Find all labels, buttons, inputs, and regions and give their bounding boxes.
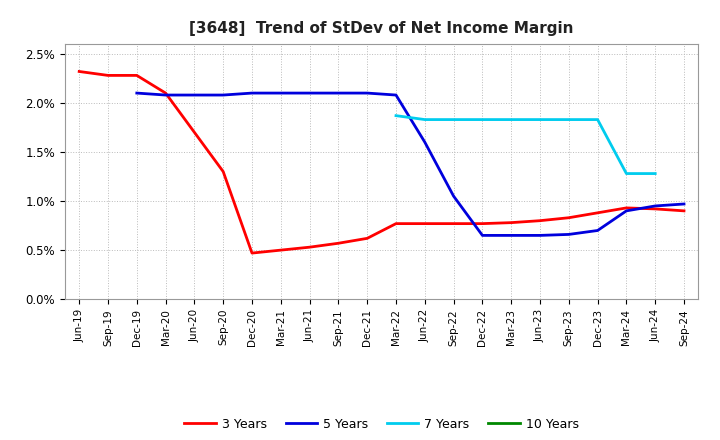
7 Years [536, 117, 544, 122]
7 Years [507, 117, 516, 122]
3 Years [363, 236, 372, 241]
3 Years [564, 215, 573, 220]
7 Years [593, 117, 602, 122]
3 Years [536, 218, 544, 224]
5 Years [363, 91, 372, 96]
7 Years [420, 117, 429, 122]
5 Years [680, 202, 688, 207]
5 Years [449, 194, 458, 199]
3 Years [593, 210, 602, 216]
3 Years [75, 69, 84, 74]
3 Years [161, 91, 170, 96]
Line: 5 Years: 5 Years [137, 93, 684, 235]
3 Years [680, 208, 688, 213]
7 Years [622, 171, 631, 176]
Line: 3 Years: 3 Years [79, 71, 684, 253]
3 Years [190, 130, 199, 135]
5 Years [564, 232, 573, 237]
3 Years [651, 206, 660, 212]
3 Years [392, 221, 400, 226]
5 Years [478, 233, 487, 238]
7 Years [478, 117, 487, 122]
7 Years [564, 117, 573, 122]
7 Years [392, 113, 400, 118]
5 Years [392, 92, 400, 98]
5 Years [507, 233, 516, 238]
5 Years [248, 91, 256, 96]
3 Years [622, 205, 631, 211]
3 Years [478, 221, 487, 226]
3 Years [420, 221, 429, 226]
Line: 7 Years: 7 Years [396, 116, 655, 173]
7 Years [651, 171, 660, 176]
3 Years [305, 245, 314, 250]
3 Years [104, 73, 112, 78]
5 Years [305, 91, 314, 96]
5 Years [420, 139, 429, 145]
3 Years [449, 221, 458, 226]
5 Years [536, 233, 544, 238]
3 Years [219, 169, 228, 174]
3 Years [334, 241, 343, 246]
3 Years [507, 220, 516, 225]
5 Years [276, 91, 285, 96]
3 Years [276, 247, 285, 253]
5 Years [219, 92, 228, 98]
5 Years [190, 92, 199, 98]
5 Years [622, 208, 631, 213]
7 Years [449, 117, 458, 122]
5 Years [651, 203, 660, 209]
5 Years [161, 92, 170, 98]
5 Years [132, 91, 141, 96]
Legend: 3 Years, 5 Years, 7 Years, 10 Years: 3 Years, 5 Years, 7 Years, 10 Years [179, 413, 584, 436]
3 Years [248, 250, 256, 256]
5 Years [593, 228, 602, 233]
5 Years [334, 91, 343, 96]
Title: [3648]  Trend of StDev of Net Income Margin: [3648] Trend of StDev of Net Income Marg… [189, 21, 574, 36]
3 Years [132, 73, 141, 78]
